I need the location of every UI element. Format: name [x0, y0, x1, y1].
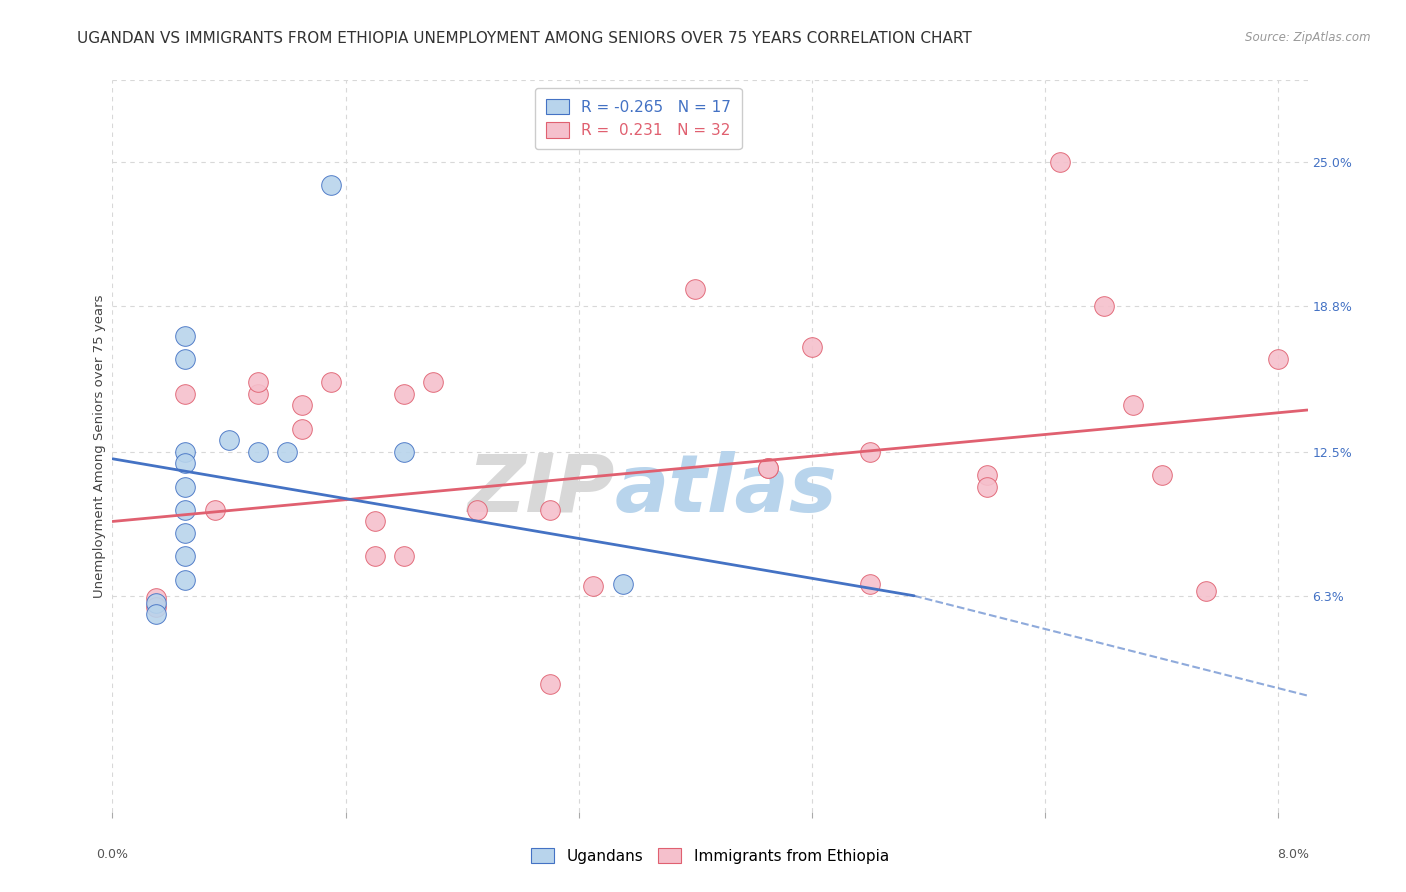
Point — [174, 328, 197, 343]
Point — [291, 421, 314, 435]
Point — [859, 577, 882, 591]
Point — [1267, 351, 1289, 366]
Point — [218, 433, 240, 447]
Text: 0.0%: 0.0% — [97, 847, 128, 861]
Point — [145, 600, 167, 615]
Point — [174, 386, 197, 401]
Point — [364, 515, 387, 529]
Point — [319, 375, 342, 389]
Point — [174, 573, 197, 587]
Point — [247, 375, 270, 389]
Y-axis label: Unemployment Among Seniors over 75 years: Unemployment Among Seniors over 75 years — [93, 294, 105, 598]
Point — [801, 340, 824, 354]
Point — [174, 445, 197, 459]
Point — [364, 549, 387, 564]
Point — [145, 591, 167, 606]
Point — [247, 386, 270, 401]
Point — [174, 351, 197, 366]
Point — [756, 461, 779, 475]
Point — [538, 503, 561, 517]
Point — [392, 549, 415, 564]
Point — [145, 596, 167, 610]
Legend: Ugandans, Immigrants from Ethiopia: Ugandans, Immigrants from Ethiopia — [526, 842, 894, 870]
Point — [1049, 154, 1071, 169]
Text: atlas: atlas — [614, 450, 837, 529]
Point — [538, 677, 561, 691]
Point — [1150, 468, 1173, 483]
Text: UGANDAN VS IMMIGRANTS FROM ETHIOPIA UNEMPLOYMENT AMONG SENIORS OVER 75 YEARS COR: UGANDAN VS IMMIGRANTS FROM ETHIOPIA UNEM… — [77, 31, 972, 46]
Point — [976, 480, 998, 494]
Point — [174, 480, 197, 494]
Point — [204, 503, 226, 517]
Text: 8.0%: 8.0% — [1278, 847, 1309, 861]
Point — [582, 579, 605, 593]
Point — [174, 457, 197, 471]
Point — [174, 503, 197, 517]
Point — [174, 526, 197, 541]
Point — [859, 445, 882, 459]
Point — [276, 445, 298, 459]
Point — [319, 178, 342, 192]
Point — [1122, 398, 1144, 412]
Text: Source: ZipAtlas.com: Source: ZipAtlas.com — [1246, 31, 1371, 45]
Point — [976, 468, 998, 483]
Point — [685, 282, 707, 296]
Point — [612, 577, 634, 591]
Point — [392, 386, 415, 401]
Point — [145, 607, 167, 622]
Point — [392, 445, 415, 459]
Point — [291, 398, 314, 412]
Point — [247, 445, 270, 459]
Point — [756, 461, 779, 475]
Point — [174, 549, 197, 564]
Point — [422, 375, 444, 389]
Point — [1194, 584, 1216, 599]
Text: ZIP: ZIP — [467, 450, 614, 529]
Point — [1092, 299, 1115, 313]
Point — [465, 503, 488, 517]
